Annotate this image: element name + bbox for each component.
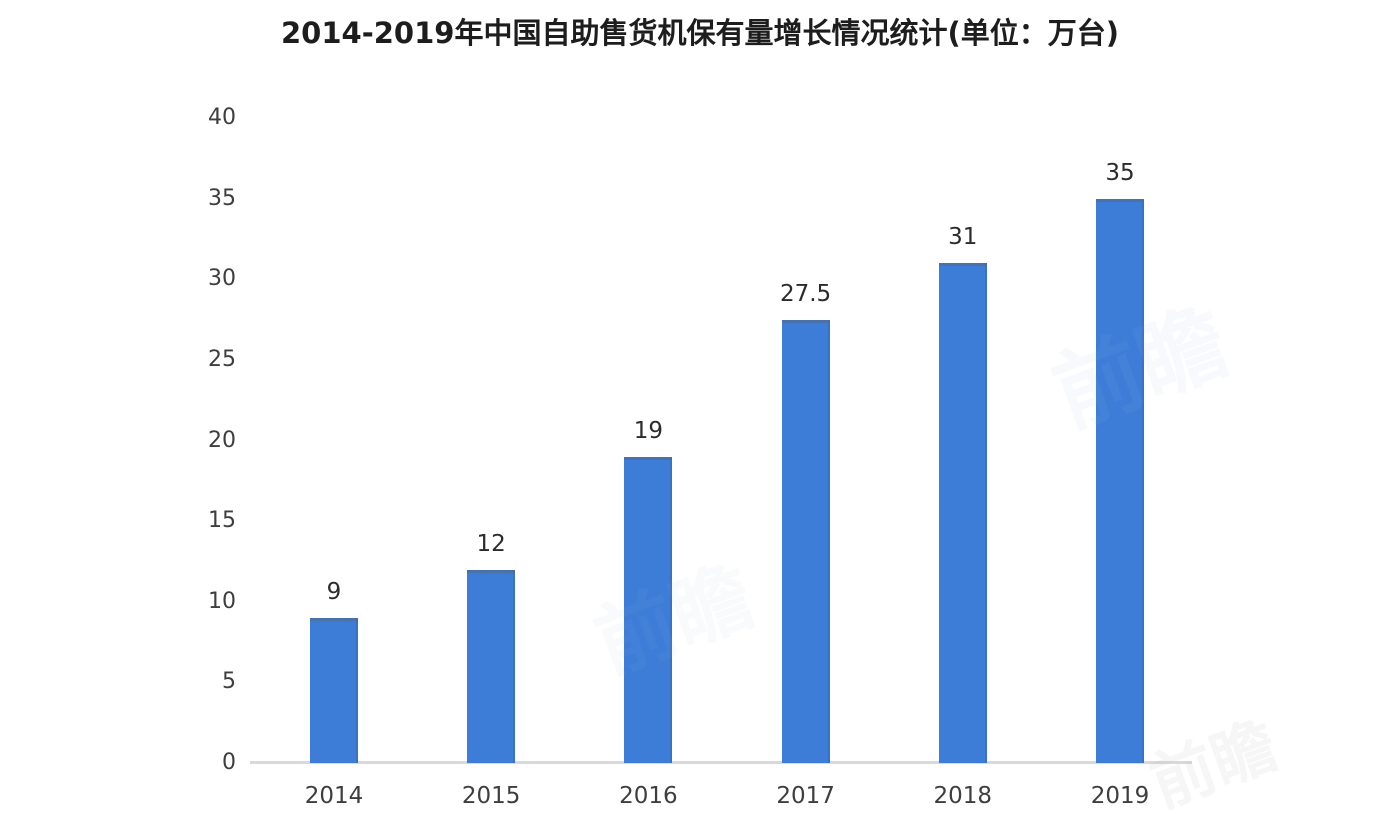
x-axis-category-label: 2019 xyxy=(1090,783,1150,809)
bar-value-label: 9 xyxy=(326,578,342,605)
bar-value-label: 35 xyxy=(1105,159,1135,186)
y-axis-tick-label: 40 xyxy=(208,105,236,130)
bar-value-label: 27.5 xyxy=(779,280,832,307)
y-axis-tick-label: 35 xyxy=(208,185,236,211)
bar-value-label: 31 xyxy=(948,224,978,251)
y-axis-tick-label: 0 xyxy=(222,750,236,775)
y-axis-tick-label: 5 xyxy=(222,669,236,695)
x-axis-category-label: 2016 xyxy=(619,783,678,809)
x-axis-category-label: 2014 xyxy=(304,783,364,809)
y-axis-tick-label: 30 xyxy=(208,266,236,292)
bar-2018 xyxy=(938,263,987,763)
y-axis-tick-label: 10 xyxy=(208,588,236,614)
bar-value-label: 12 xyxy=(476,530,506,557)
bar-2017 xyxy=(781,319,830,763)
y-axis-tick-label: 15 xyxy=(208,508,236,534)
bar-2016 xyxy=(624,456,673,763)
x-axis-category-label: 2015 xyxy=(461,783,521,809)
y-axis-tick-label: 25 xyxy=(208,346,236,372)
y-axis-tick-label: 20 xyxy=(208,427,236,453)
chart-title: 2014-2019年中国自助售货机保有量增长情况统计(单位：万台) xyxy=(281,16,1119,50)
bar-2015 xyxy=(467,569,516,763)
x-axis-category-label: 2018 xyxy=(933,783,993,809)
x-axis-baseline xyxy=(250,761,1192,764)
bar-value-label: 19 xyxy=(633,417,664,444)
x-axis-category-label: 2017 xyxy=(776,783,835,809)
bar-2014 xyxy=(310,617,358,763)
bar-2019 xyxy=(1096,198,1144,763)
